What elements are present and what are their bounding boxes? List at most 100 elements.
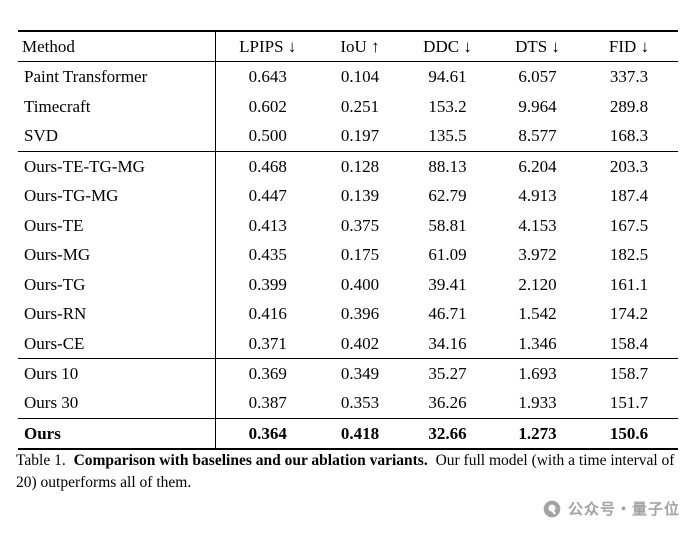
value-cell: 0.447 [248,186,287,206]
method-cell: Paint Transformer [18,61,216,92]
value-cell: 150.6 [580,417,678,451]
value-cell: 0.400 [340,274,380,294]
value-cell: 0.353 [340,393,380,413]
value-cell: 203.3 [580,150,678,182]
value-cell: 1.933 [518,393,557,413]
table-row: Ours 0.364 0.418 32.66 1.273 150.6 [18,417,678,451]
value-cell: 289.8 [609,96,649,116]
table-row: Ours-TE-TG-MG 0.468 0.128 88.13 6.204 203.3 [18,150,678,182]
value-cell: 0.413 [248,215,287,235]
value-cell: 187.4 [609,186,649,206]
table-row: Ours-CE 0.371 0.402 34.16 1.346 158.4 [18,328,678,359]
table-row: SVD 0.500 0.197 135.5 8.577 168.3 [18,121,678,152]
value-cell: 174.2 [609,304,649,324]
value-cell: 0.364 [215,417,320,451]
value-cell: 0.369 [215,357,320,389]
column-header-lpips: LPIPS ↓ [215,30,320,63]
value-cell: 6.204 [495,150,580,182]
table-row: Ours-TG-MG 0.447 0.139 62.79 4.913 187.4 [18,181,678,211]
column-header-fid: FID ↓ [580,30,678,63]
table-row: Ours 10 0.369 0.349 35.27 1.693 158.7 [18,357,678,389]
table-group: Ours 10 0.369 0.349 35.27 1.693 158.7 Ours 30 0… [18,357,678,419]
value-cell: 0.128 [320,150,400,182]
value-cell: 153.2 [428,96,467,116]
value-cell: 0.435 [248,245,287,265]
value-cell: 3.972 [518,245,557,265]
method-cell: Ours 30 [18,388,216,419]
qbitai-logo-icon [542,499,562,519]
method-cell: Ours-TG-MG [18,181,216,211]
value-cell: 61.09 [428,245,467,265]
value-cell: 2.120 [518,274,557,294]
table-row: Paint Transformer 0.643 0.104 94.61 6.057 337… [18,61,678,92]
method-cell: Ours [18,417,216,451]
value-cell: 36.26 [428,393,467,413]
watermark: 公众号・量子位 [542,498,680,519]
method-cell: Ours 10 [18,357,216,389]
table-group: Paint Transformer 0.643 0.104 94.61 6.057 337… [18,61,678,152]
column-header-ddc: DDC ↓ [400,30,495,63]
table-group: Ours 0.364 0.418 32.66 1.273 150.6 [18,417,678,451]
method-cell: Ours-TG [18,269,216,300]
value-cell: 158.7 [580,357,678,389]
value-cell: 8.577 [518,126,557,146]
table-caption: Table 1. Comparison with baselines and o… [16,450,676,495]
value-cell: 0.371 [248,333,287,353]
value-cell: 1.346 [518,333,557,353]
method-cell: SVD [18,121,216,152]
value-cell: 0.468 [215,150,320,182]
method-cell: Timecraft [18,91,216,122]
value-cell: 1.693 [495,357,580,389]
value-cell: 0.602 [248,96,287,116]
value-cell: 0.416 [248,304,287,324]
value-cell: 0.500 [248,126,287,146]
method-cell: Ours-CE [18,328,216,359]
column-header-dts: DTS ↓ [495,30,580,63]
value-cell: 1.273 [495,417,580,451]
value-cell: 0.402 [340,333,380,353]
value-cell: 88.13 [400,150,495,182]
value-cell: 0.399 [248,274,287,294]
value-cell: 0.349 [320,357,400,389]
value-cell: 0.104 [340,67,380,87]
table-row: Ours 30 0.387 0.353 36.26 1.933 151.7 [18,388,678,419]
value-cell: 4.153 [518,215,557,235]
value-cell: 161.1 [609,274,649,294]
caption-label: Table 1. [16,452,66,469]
caption-title: Comparison with baselines and our ablati… [73,452,428,469]
value-cell: 0.375 [340,215,380,235]
value-cell: 94.61 [428,67,467,87]
value-cell: 34.16 [428,333,467,353]
value-cell: 151.7 [609,393,649,413]
value-cell: 0.251 [340,96,380,116]
table-row: Timecraft 0.602 0.251 153.2 9.964 289.8 [18,91,678,122]
value-cell: 35.27 [400,357,495,389]
method-cell: Ours-MG [18,240,216,270]
value-cell: 0.396 [340,304,380,324]
table-row: Ours-RN 0.416 0.396 46.71 1.542 174.2 [18,299,678,329]
value-cell: 167.5 [609,215,649,235]
table-row: Ours-TG 0.399 0.400 39.41 2.120 161.1 [18,269,678,300]
method-cell: Ours-TE-TG-MG [18,150,216,182]
value-cell: 1.542 [518,304,557,324]
watermark-text: 公众号・量子位 [567,501,680,518]
value-cell: 46.71 [428,304,467,324]
value-cell: 0.197 [340,126,380,146]
value-cell: 135.5 [428,126,467,146]
table-row: Ours-TE 0.413 0.375 58.81 4.153 167.5 [18,210,678,241]
value-cell: 6.057 [518,67,557,87]
value-cell: 337.3 [609,67,649,87]
value-cell: 168.3 [609,126,649,146]
value-cell: 62.79 [428,186,467,206]
method-cell: Ours-RN [18,299,216,329]
value-cell: 158.4 [609,333,649,353]
header-row: Method LPIPS ↓ IoU ↑ DDC ↓ DTS ↓ FID ↓ [18,30,678,63]
value-cell: 0.175 [340,245,380,265]
value-cell: 0.643 [248,67,287,87]
value-cell: 58.81 [428,215,467,235]
value-cell: 9.964 [518,96,557,116]
value-cell: 32.66 [400,417,495,451]
value-cell: 0.139 [340,186,380,206]
table-group: Ours-TE-TG-MG 0.468 0.128 88.13 6.204 203.3 Ou… [18,150,678,359]
